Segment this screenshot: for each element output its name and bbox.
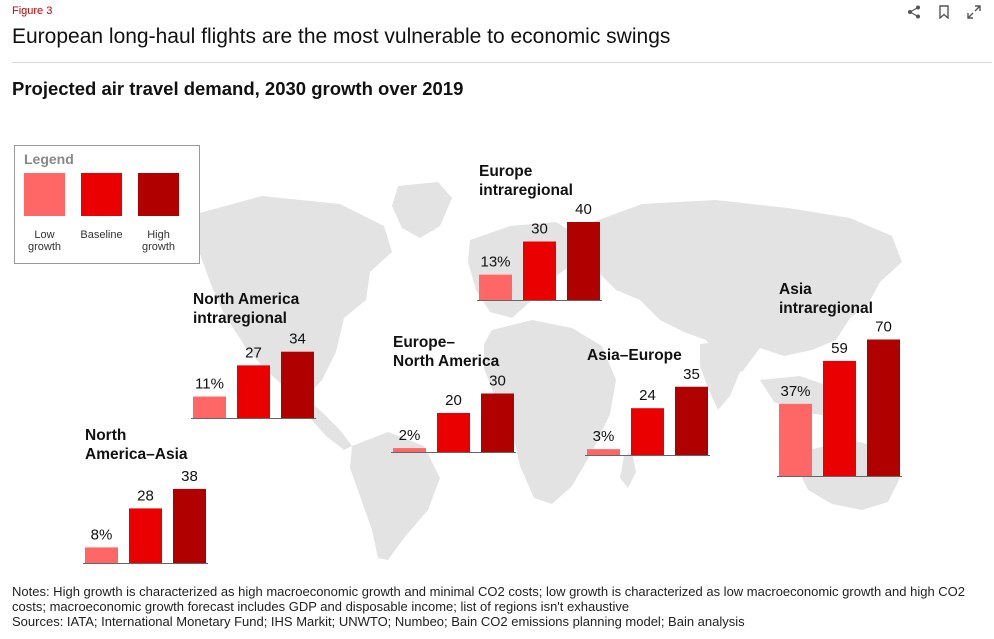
asia-shape [582, 200, 902, 372]
legend-label-low: Low [34, 229, 54, 241]
group-label: North America [393, 353, 500, 370]
south-america-shape [350, 432, 440, 560]
group-label: intraregional [479, 182, 573, 199]
bar-group-2: Europe– North America 2% 20 30 [391, 334, 516, 453]
bar-baseline [631, 408, 664, 455]
bar-baseline [129, 508, 162, 563]
bar-value-label: 20 [445, 392, 462, 409]
bar-group-0: Europe intraregional 13% 30 40 [477, 163, 602, 301]
legend-title: Legend [24, 151, 74, 167]
bar-value-label: 30 [489, 373, 506, 390]
group-label: North America [193, 291, 300, 308]
group-label: intraregional [779, 300, 873, 317]
chart-subtitle: Projected air travel demand, 2030 growth… [12, 78, 464, 99]
bar-value-label: 37% [780, 383, 810, 400]
figure-label: Figure 3 [12, 5, 53, 17]
legend-swatch-high [138, 173, 179, 216]
bar-low [85, 547, 118, 563]
central-america-shape [306, 398, 352, 450]
notes-block: Notes: High growth is characterized as h… [12, 584, 987, 629]
bar-value-label: 40 [575, 201, 592, 218]
expand-icon [967, 5, 981, 19]
group-label: Europe– [393, 334, 455, 351]
bar-value-label: 8% [91, 526, 113, 543]
bar-value-label: 2% [399, 427, 421, 444]
bar-value-label: 35 [683, 366, 700, 383]
india-shape [700, 340, 744, 410]
notes-text: Notes: High growth is characterized as h… [12, 584, 966, 614]
bar-value-label: 59 [831, 340, 848, 357]
toolbar [904, 3, 984, 21]
group-label: North [85, 427, 126, 444]
bar-high [281, 351, 314, 418]
bar-value-label: 24 [639, 387, 656, 404]
sources-text: Sources: IATA; International Monetary Fu… [12, 614, 745, 629]
madagascar-shape [620, 452, 636, 488]
africa-shape [484, 320, 616, 504]
bar-high [867, 339, 900, 476]
bar-value-label: 28 [137, 487, 154, 504]
share-button[interactable] [904, 3, 924, 21]
bar-baseline [237, 365, 270, 418]
bar-low [587, 449, 620, 455]
bar-low [779, 403, 812, 476]
bar-high [173, 488, 206, 563]
bar-group-1: North America intraregional 11% 27 34 [191, 291, 316, 419]
group-label: Asia–Europe [587, 347, 682, 364]
legend-label-high: High [147, 229, 170, 241]
bar-value-label: 11% [195, 376, 224, 393]
bar-high [567, 222, 600, 300]
legend-label-high: growth [142, 241, 175, 253]
legend-swatch-low [24, 173, 65, 216]
bar-baseline [823, 360, 856, 476]
group-label: Europe [479, 163, 533, 180]
bookmark-button[interactable] [934, 3, 954, 21]
bar-groups: Europe intraregional 13% 30 40 North America i… [83, 163, 902, 564]
bar-value-label: 70 [875, 319, 892, 336]
legend-label-low: growth [28, 241, 61, 253]
expand-button[interactable] [964, 3, 984, 21]
bar-low [193, 396, 226, 418]
bar-value-label: 30 [531, 221, 548, 238]
bar-value-label: 3% [593, 428, 615, 445]
bar-value-label: 38 [181, 468, 198, 485]
bar-value-label: 34 [289, 331, 306, 348]
bar-group-4: Asia intraregional 37% 59 70 [777, 281, 902, 477]
legend-swatch-baseline [81, 173, 122, 216]
bar-low [479, 274, 512, 300]
bookmark-icon [939, 5, 949, 19]
bar-group-5: North America–Asia 8% 28 38 [83, 427, 208, 564]
bar-high [675, 386, 708, 455]
bar-value-label: 27 [245, 344, 262, 361]
bar-low [393, 448, 426, 452]
bar-baseline [437, 413, 470, 452]
bar-group-3: Asia–Europe 3% 24 35 [585, 347, 710, 456]
bar-value-label: 13% [480, 254, 510, 271]
greenland-shape [392, 182, 452, 238]
share-icon [908, 5, 920, 19]
group-label: intraregional [193, 310, 287, 327]
bar-baseline [523, 241, 556, 300]
bar-high [481, 393, 514, 452]
north-america-shape [196, 196, 392, 398]
title-divider [12, 62, 992, 63]
main-title: European long-haul flights are the most … [12, 25, 671, 48]
group-label: Asia [779, 281, 812, 298]
group-label: America–Asia [85, 446, 188, 463]
legend-label-baseline: Baseline [80, 229, 122, 241]
